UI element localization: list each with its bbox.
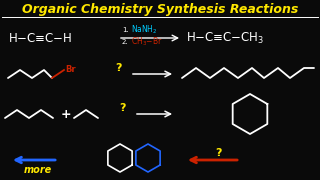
Text: ?: ? bbox=[215, 148, 221, 158]
Text: ?: ? bbox=[119, 103, 125, 113]
Text: Organic Chemistry Synthesis Reactions: Organic Chemistry Synthesis Reactions bbox=[22, 3, 298, 15]
Text: ?: ? bbox=[115, 63, 121, 73]
Text: H$-$C≡C$-$H: H$-$C≡C$-$H bbox=[8, 31, 72, 44]
Text: more: more bbox=[24, 165, 52, 175]
Text: +: + bbox=[61, 107, 71, 120]
Text: NaNH$_2$: NaNH$_2$ bbox=[131, 24, 157, 36]
Text: H$-$C≡C$-$CH$_3$: H$-$C≡C$-$CH$_3$ bbox=[186, 30, 264, 46]
Text: Br: Br bbox=[65, 64, 76, 73]
Text: CH$_3$$-$Br: CH$_3$$-$Br bbox=[131, 36, 163, 48]
Text: 2.: 2. bbox=[122, 39, 129, 45]
Text: 1.: 1. bbox=[122, 27, 129, 33]
